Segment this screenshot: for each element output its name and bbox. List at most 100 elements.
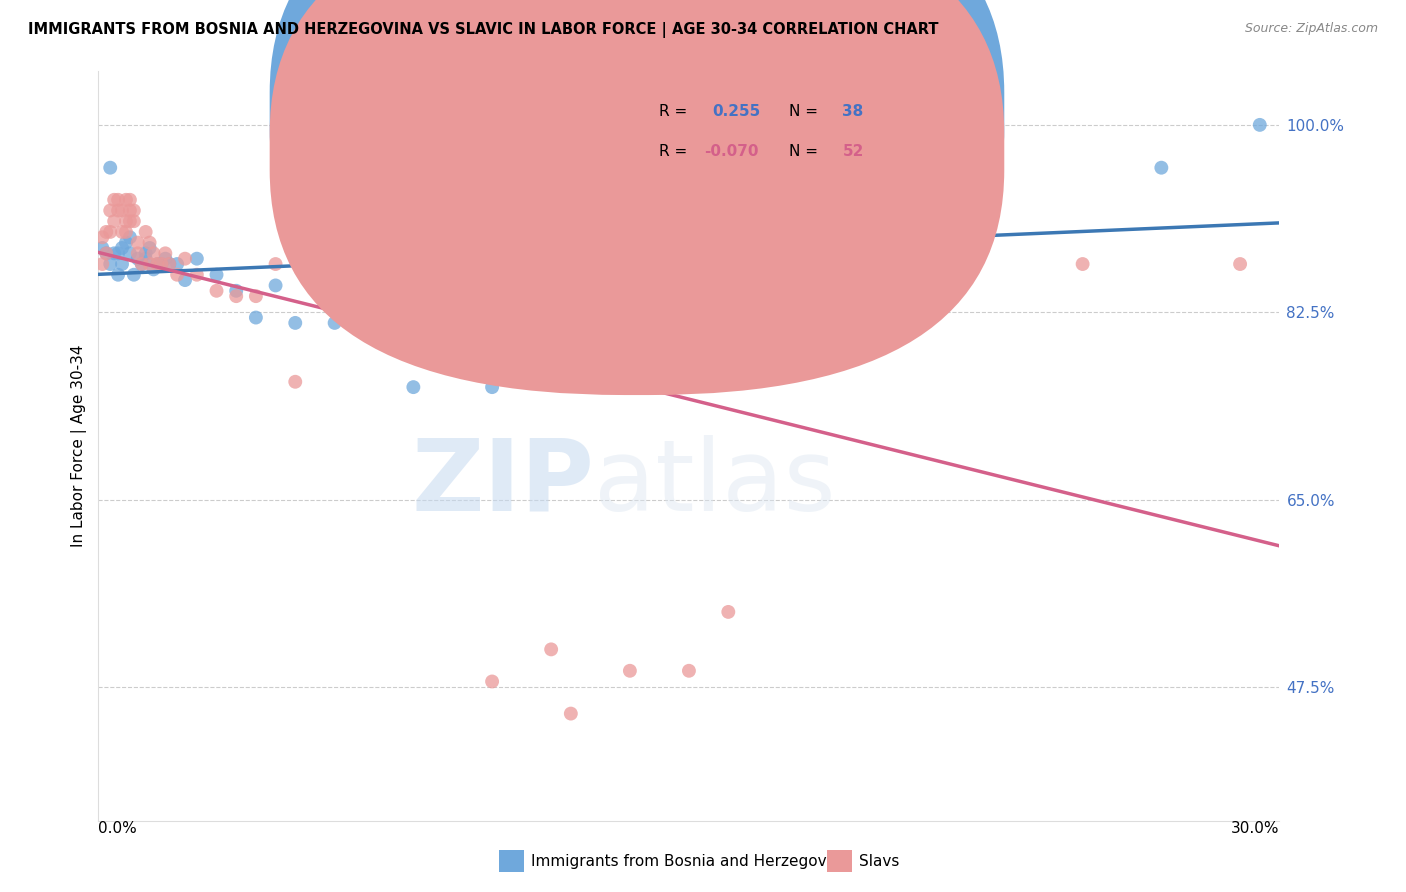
Point (127, 235, 149, 250)
Point (98, 225, 121, 239)
Text: R =: R = (659, 144, 688, 159)
Text: N =: N = (789, 103, 818, 119)
Point (107, 203, 129, 218)
Point (131, 257, 153, 271)
Point (150, 257, 173, 271)
Point (135, 246, 157, 260)
Point (186, 268, 208, 282)
Text: 52: 52 (842, 144, 863, 159)
Text: -0.070: -0.070 (704, 144, 759, 159)
Point (142, 262, 165, 277)
Text: atlas: atlas (595, 435, 837, 532)
Point (111, 203, 134, 218)
Y-axis label: In Labor Force | Age 30-34: In Labor Force | Age 30-34 (72, 344, 87, 548)
Point (225, 284, 247, 298)
Point (118, 203, 141, 218)
Point (107, 246, 129, 260)
Point (155, 252, 177, 266)
Point (1249, 118, 1271, 132)
Point (1071, 257, 1094, 271)
Point (122, 203, 145, 218)
Point (678, 310, 700, 325)
Point (560, 706, 582, 721)
Point (205, 284, 228, 298)
Point (166, 268, 188, 282)
Point (138, 257, 160, 271)
Point (98, 161, 121, 175)
Point (245, 289, 267, 303)
Point (225, 289, 247, 303)
Point (284, 375, 307, 389)
Point (127, 252, 149, 266)
Point (91, 241, 114, 255)
Text: Source: ZipAtlas.com: Source: ZipAtlas.com (1244, 22, 1378, 36)
Point (98, 257, 121, 271)
Point (481, 380, 503, 394)
Point (98, 203, 121, 218)
Point (96, 225, 118, 239)
Point (264, 278, 287, 293)
Point (678, 664, 700, 678)
Point (1229, 257, 1251, 271)
Point (107, 268, 129, 282)
Text: 0.0%: 0.0% (98, 821, 138, 836)
Point (264, 257, 287, 271)
Point (118, 214, 141, 228)
Point (157, 257, 180, 271)
Point (107, 193, 129, 207)
Point (115, 235, 138, 250)
Point (914, 257, 936, 271)
Text: N =: N = (789, 144, 818, 159)
Point (402, 380, 425, 394)
Point (481, 674, 503, 689)
Point (122, 214, 145, 228)
Text: Immigrants from Bosnia and Herzegovina: Immigrants from Bosnia and Herzegovina (531, 855, 851, 869)
Text: ZIP: ZIP (412, 435, 595, 532)
Point (157, 257, 180, 271)
Point (150, 257, 173, 271)
Point (284, 316, 307, 330)
Text: R =: R = (659, 103, 688, 119)
Point (103, 193, 125, 207)
FancyBboxPatch shape (270, 0, 1004, 395)
Point (118, 193, 141, 207)
Point (138, 241, 160, 255)
Point (118, 246, 141, 260)
Text: 38: 38 (842, 103, 863, 119)
Text: IMMIGRANTS FROM BOSNIA AND HERZEGOVINA VS SLAVIC IN LABOR FORCE | AGE 30-34 CORR: IMMIGRANTS FROM BOSNIA AND HERZEGOVINA V… (28, 22, 939, 38)
Point (142, 246, 165, 260)
Text: Slavs: Slavs (859, 855, 900, 869)
Point (131, 257, 153, 271)
Point (186, 252, 208, 266)
Point (111, 241, 134, 255)
Point (402, 284, 425, 298)
Point (96, 246, 118, 260)
Point (135, 252, 157, 266)
Point (146, 257, 169, 271)
Point (1150, 161, 1173, 175)
Point (717, 605, 740, 619)
Text: 0.255: 0.255 (713, 103, 761, 119)
Point (855, 257, 877, 271)
Point (111, 257, 134, 271)
Point (115, 214, 138, 228)
Point (91, 257, 114, 271)
Point (127, 246, 149, 260)
Point (619, 664, 641, 678)
Point (118, 230, 141, 244)
Point (166, 257, 188, 271)
Point (146, 257, 169, 271)
Point (323, 284, 346, 298)
Point (103, 246, 125, 260)
Point (205, 268, 228, 282)
Point (382, 321, 405, 335)
Text: 30.0%: 30.0% (1232, 821, 1279, 836)
Point (363, 332, 385, 346)
Point (96, 246, 118, 260)
Point (174, 252, 197, 266)
Point (122, 268, 145, 282)
Point (111, 225, 134, 239)
Point (115, 193, 138, 207)
FancyBboxPatch shape (612, 90, 943, 177)
Point (135, 225, 157, 239)
